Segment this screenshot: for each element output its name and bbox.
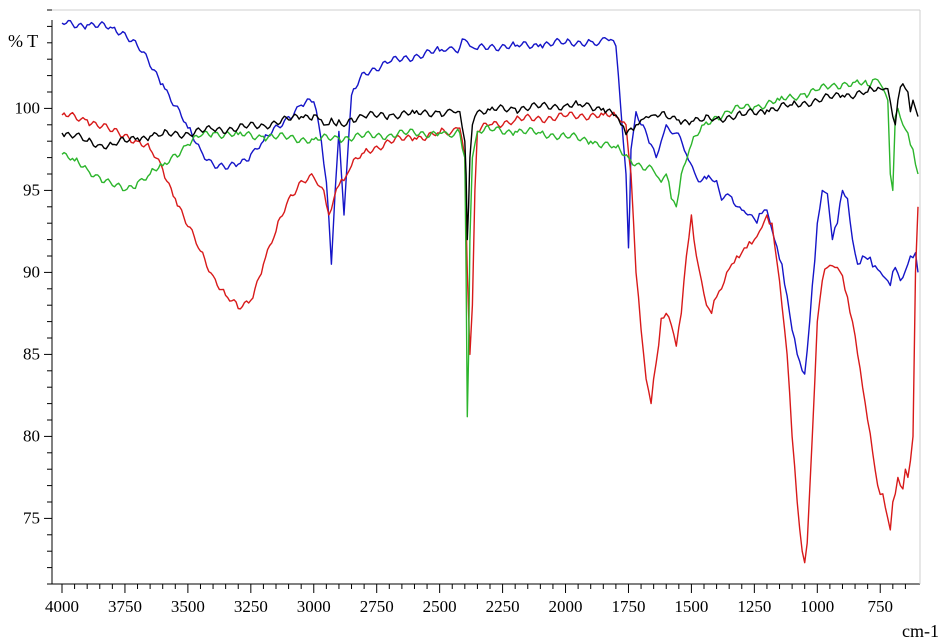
x-tick-label: 4000 [45,597,79,616]
x-tick-label: 1500 [674,597,708,616]
y-tick-label: 80 [23,426,40,445]
x-tick-label: 3500 [171,597,205,616]
axes [51,9,921,585]
spectrum-line [61,19,919,375]
x-tick-label: 2250 [486,597,520,616]
x-tick-label: 1250 [737,597,771,616]
x-tick-label: 2500 [423,597,457,616]
x-tick-label: 750 [867,597,893,616]
spectrum-lines [61,19,919,564]
spectrum-line [61,78,919,418]
y-tick-label: 90 [23,262,40,281]
x-tick-label: 3000 [297,597,331,616]
y-ticks: 75 80 85 90 95 100 [15,9,52,585]
x-tick-label: 2000 [549,597,583,616]
x-ticks: 4000 3750 3500 3250 3000 2750 2500 2250 2000 1750… [45,584,906,616]
spectrum-line [61,111,919,564]
spectrum-line [61,83,919,241]
x-axis-label: cm-1 [902,621,939,641]
x-tick-label: 3750 [108,597,142,616]
y-tick-label: 75 [23,508,40,527]
x-tick-label: 1750 [611,597,645,616]
y-axis-label: % T [8,31,38,51]
y-tick-label: 85 [23,344,40,363]
y-tick-label: 100 [15,98,41,117]
y-tick-label: 95 [23,180,40,199]
x-tick-label: 2750 [360,597,394,616]
x-tick-label: 3250 [234,597,268,616]
x-tick-label: 1000 [800,597,834,616]
